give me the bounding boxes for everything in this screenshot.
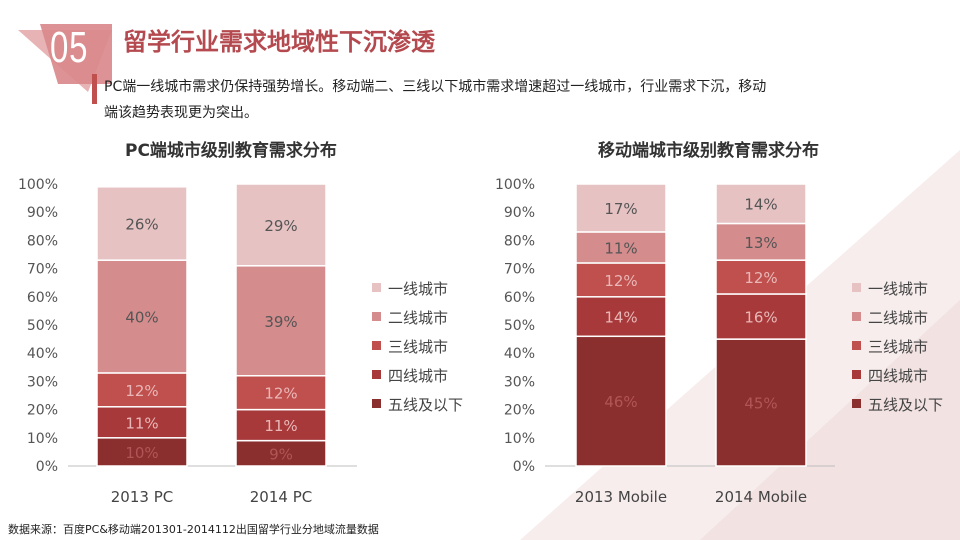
x-category-label: 2014 Mobile — [715, 488, 807, 506]
legend-swatch — [852, 312, 861, 321]
legend-swatch — [852, 370, 861, 379]
data-label: 46% — [604, 393, 637, 411]
background-shape — [700, 300, 960, 540]
legend-swatch — [372, 283, 381, 292]
y-tick-label: 20% — [504, 403, 535, 419]
bar-segment — [235, 265, 327, 377]
legend-swatch — [372, 312, 381, 321]
data-label: 12% — [744, 269, 777, 287]
y-tick-label: 30% — [504, 374, 535, 390]
legend-swatch — [372, 341, 381, 350]
data-label: 14% — [744, 196, 777, 214]
legend-label: 四线城市 — [388, 367, 448, 385]
data-label: 12% — [264, 385, 297, 403]
legend-swatch — [852, 399, 861, 408]
legend-label: 三线城市 — [868, 338, 928, 356]
section-number: 05 — [50, 23, 89, 72]
bar-segment — [235, 375, 327, 411]
y-tick-label: 60% — [504, 290, 535, 306]
bar-segment — [575, 183, 667, 233]
data-label: 11% — [125, 414, 158, 432]
data-label: 16% — [744, 309, 777, 327]
legend-label: 一线城市 — [388, 280, 448, 298]
y-tick-label: 100% — [18, 177, 58, 193]
legend-swatch — [852, 283, 861, 292]
page-title: 留学行业需求地域性下沉渗透 — [123, 28, 435, 56]
legend-label: 二线城市 — [868, 309, 928, 327]
chart-title-pc: PC端城市级别教育需求分布 — [125, 141, 337, 161]
y-tick-label: 50% — [27, 318, 58, 334]
y-tick-label: 30% — [27, 374, 58, 390]
y-tick-label: 90% — [27, 205, 58, 221]
lead-line: PC端一线城市需求仍保持强势增长。移动端二、三线以下城市需求增速超过一线城市，行… — [104, 79, 767, 95]
data-source: 数据来源：百度PC&移动端201301-2014112出国留学行业分地域流量数据 — [8, 523, 379, 536]
legend-swatch — [372, 399, 381, 408]
data-label: 17% — [604, 200, 637, 218]
data-label: 11% — [264, 417, 297, 435]
data-label: 12% — [604, 272, 637, 290]
legend-swatch — [372, 370, 381, 379]
legend-label: 一线城市 — [868, 280, 928, 298]
legend-label: 五线及以下 — [868, 396, 943, 414]
bar-segment — [96, 406, 188, 439]
bar-segment — [96, 186, 188, 261]
legend-swatch — [852, 341, 861, 350]
y-tick-label: 50% — [504, 318, 535, 334]
badge-shape — [40, 24, 112, 84]
bar-segment — [575, 262, 667, 298]
data-label: 39% — [264, 313, 297, 331]
data-label: 14% — [604, 309, 637, 327]
bar-segment — [235, 183, 327, 267]
lead-accent-bar — [92, 74, 97, 104]
x-category-label: 2014 PC — [250, 488, 312, 506]
lead-text: PC端一线城市需求仍保持强势增长。移动端二、三线以下城市需求增速超过一线城市，行… — [104, 74, 884, 126]
legend-label: 三线城市 — [388, 338, 448, 356]
legend-label: 四线城市 — [868, 367, 928, 385]
y-tick-label: 40% — [504, 346, 535, 362]
bar-segment — [715, 293, 807, 340]
bar-segment — [715, 338, 807, 467]
y-tick-label: 0% — [513, 459, 535, 475]
section-badge — [18, 24, 112, 92]
chart-title-mobile: 移动端城市级别教育需求分布 — [598, 141, 819, 161]
y-tick-label: 60% — [27, 290, 58, 306]
data-label: 45% — [744, 395, 777, 413]
data-label: 26% — [125, 215, 158, 233]
y-tick-label: 80% — [27, 233, 58, 249]
data-label: 40% — [125, 309, 158, 327]
y-tick-label: 0% — [36, 459, 58, 475]
x-category-label: 2013 PC — [111, 488, 173, 506]
bar-segment — [575, 296, 667, 338]
y-tick-label: 70% — [504, 262, 535, 278]
y-tick-label: 80% — [504, 233, 535, 249]
data-label: 12% — [125, 382, 158, 400]
y-tick-label: 40% — [27, 346, 58, 362]
lead-line: 端该趋势表现更为突出。 — [104, 105, 258, 121]
y-tick-label: 10% — [27, 431, 58, 447]
x-category-label: 2013 Mobile — [575, 488, 667, 506]
y-tick-label: 20% — [27, 403, 58, 419]
bar-segment — [575, 231, 667, 264]
y-tick-label: 100% — [495, 177, 535, 193]
legend-label: 五线及以下 — [388, 396, 463, 414]
bar-segment — [715, 183, 807, 225]
legend-label: 二线城市 — [388, 309, 448, 327]
y-tick-label: 90% — [504, 205, 535, 221]
data-label: 10% — [125, 444, 158, 462]
y-tick-label: 10% — [504, 431, 535, 447]
y-tick-label: 70% — [27, 262, 58, 278]
bar-segment — [575, 335, 667, 467]
bar-segment — [715, 222, 807, 261]
data-label: 11% — [604, 239, 637, 257]
data-label: 9% — [269, 445, 293, 463]
data-label: 29% — [264, 217, 297, 235]
data-label: 13% — [744, 234, 777, 252]
bar-segment — [96, 372, 188, 408]
bar-segment — [96, 437, 188, 467]
